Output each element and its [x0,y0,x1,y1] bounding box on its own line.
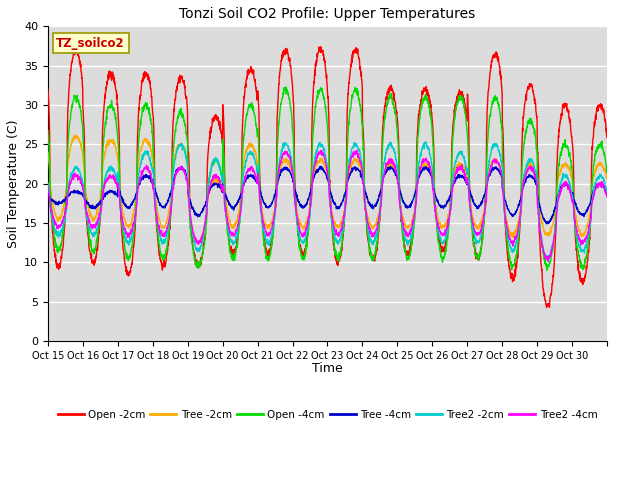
Legend: Open -2cm, Tree -2cm, Open -4cm, Tree -4cm, Tree2 -2cm, Tree2 -4cm: Open -2cm, Tree -2cm, Open -4cm, Tree -4… [53,406,602,424]
X-axis label: Time: Time [312,362,343,375]
Text: TZ_soilco2: TZ_soilco2 [56,37,125,50]
Title: Tonzi Soil CO2 Profile: Upper Temperatures: Tonzi Soil CO2 Profile: Upper Temperatur… [179,7,476,21]
Y-axis label: Soil Temperature (C): Soil Temperature (C) [7,120,20,248]
